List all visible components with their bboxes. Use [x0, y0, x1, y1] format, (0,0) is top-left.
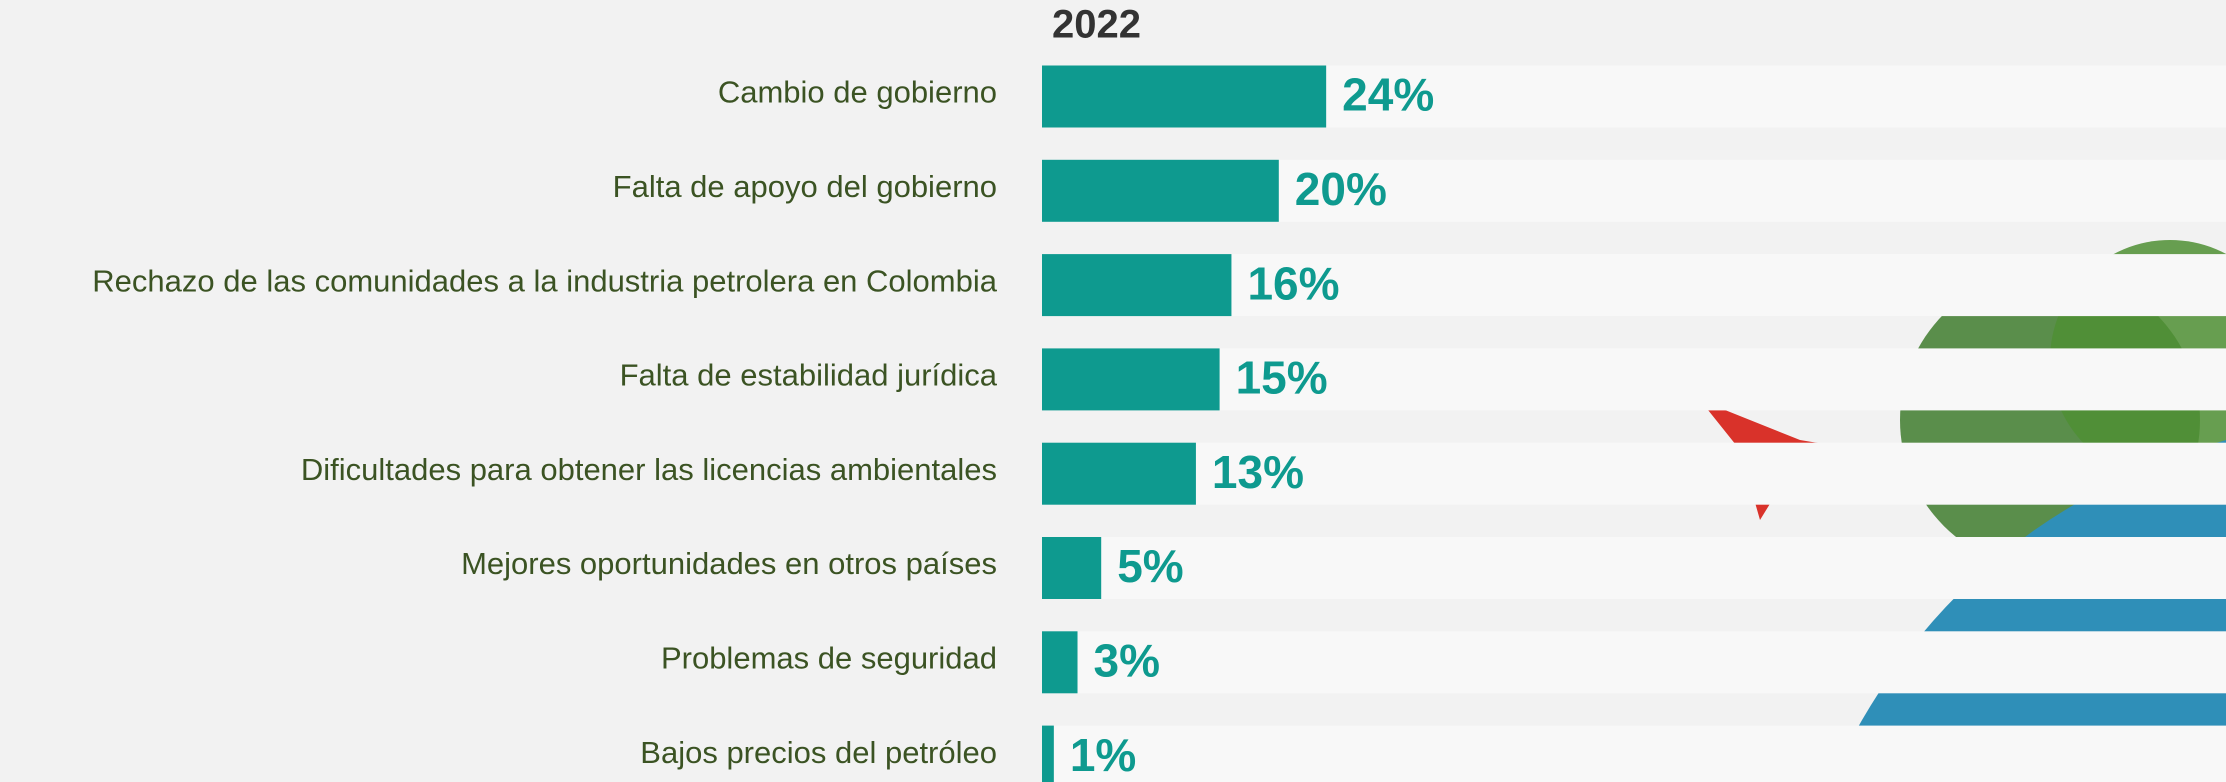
bar	[1042, 254, 1232, 317]
category-label: Cambio de gobierno	[718, 75, 997, 110]
row-band	[1042, 254, 2226, 317]
category-label: Mejores oportunidades en otros países	[461, 546, 997, 581]
category-label: Rechazo de las comunidades a la industri…	[92, 263, 997, 298]
value-label: 20%	[1295, 163, 1387, 215]
bar	[1042, 442, 1196, 505]
bar	[1042, 159, 1279, 222]
category-label: Falta de estabilidad jurídica	[620, 358, 998, 393]
category-label: Falta de apoyo del gobierno	[613, 169, 997, 204]
category-label: Problemas de seguridad	[661, 640, 997, 675]
bar	[1042, 65, 1327, 128]
row-band	[1042, 442, 2226, 505]
row-band	[1042, 537, 2226, 599]
category-label: Dificultades para obtener las licencias …	[301, 452, 997, 487]
bar	[1042, 631, 1078, 694]
row-band	[1042, 348, 2226, 411]
value-label: 3%	[1094, 634, 1160, 686]
chart-title: 2022	[1052, 3, 1141, 47]
value-label: 15%	[1236, 352, 1328, 404]
category-label: Bajos precios del petróleo	[640, 735, 997, 770]
value-label: 24%	[1342, 69, 1434, 121]
row-band	[1042, 725, 2226, 782]
value-label: 16%	[1247, 257, 1339, 309]
value-label: 13%	[1212, 446, 1304, 498]
value-label: 1%	[1070, 729, 1136, 781]
sky-arc	[1830, 440, 2226, 782]
bar	[1042, 348, 1220, 411]
row-band	[1042, 631, 2226, 694]
bar	[1042, 725, 1054, 782]
value-label: 5%	[1117, 540, 1183, 592]
plot: Cambio de gobierno 24% Falta de apoyo del …	[92, 65, 2226, 782]
bar	[1042, 537, 1102, 599]
